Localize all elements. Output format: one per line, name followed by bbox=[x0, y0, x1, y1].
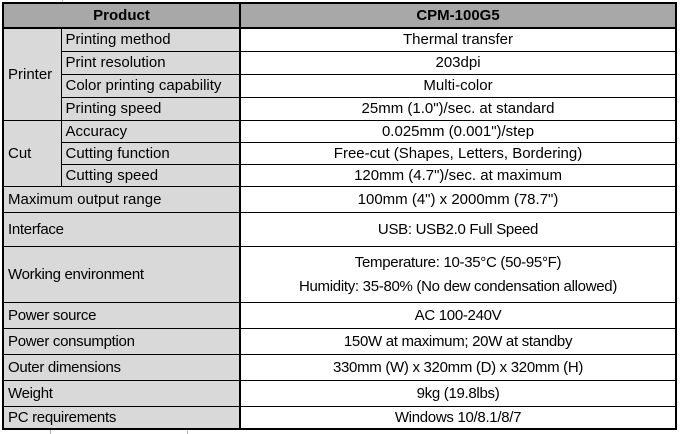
spec-table: Product CPM-100G5 Printer Printing metho… bbox=[2, 2, 677, 430]
row-color-printing-capability: Color printing capability Multi-color bbox=[3, 74, 677, 98]
header-model-cell: CPM-100G5 bbox=[239, 2, 677, 29]
row-value: Windows 10/8.1/8/7 bbox=[239, 406, 677, 430]
gridline-stub-bottom-right bbox=[187, 429, 188, 434]
row-printing-speed: Printing speed 25mm (1.0")/sec. at stand… bbox=[3, 97, 677, 121]
row-value: 0.025mm (0.001")/step bbox=[239, 120, 677, 143]
row-printing-method: Printer Printing method Thermal transfer bbox=[2, 27, 677, 121]
row-maximum-output-range: Maximum output range 100mm (4") x 2000mm… bbox=[2, 186, 677, 213]
group-cell-printer: Printer bbox=[2, 27, 62, 121]
row-label: Print resolution bbox=[60, 51, 241, 75]
row-value: Multi-color bbox=[239, 74, 677, 98]
header-row: Product CPM-100G5 bbox=[2, 2, 677, 29]
row-label: Power source bbox=[2, 302, 241, 329]
row-label: Power consumption bbox=[2, 328, 241, 355]
row-label: Printing method bbox=[60, 27, 241, 52]
row-power-source: Power source AC 100-240V bbox=[2, 302, 677, 329]
row-label: Maximum output range bbox=[2, 186, 241, 213]
row-label: Interface bbox=[2, 212, 241, 247]
row-label: Cutting function bbox=[60, 142, 241, 165]
group-cell-cut: Cut bbox=[2, 120, 62, 187]
row-cutting-function: Cutting function Free-cut (Shapes, Lette… bbox=[3, 142, 677, 165]
gridline-stub-bottom-left bbox=[50, 429, 51, 434]
row-label: Cutting speed bbox=[60, 164, 241, 187]
row-label: Printing speed bbox=[60, 97, 241, 121]
row-interface: Interface USB: USB2.0 Full Speed bbox=[2, 212, 677, 247]
row-value: 9kg (19.8lbs) bbox=[239, 380, 677, 407]
row-value: 120mm (4.7")/sec. at maximum bbox=[239, 164, 677, 187]
row-outer-dimensions: Outer dimensions 330mm (W) x 320mm (D) x… bbox=[2, 354, 677, 381]
row-working-environment: Working environment Temperature: 10-35°C… bbox=[2, 246, 677, 303]
row-label: Weight bbox=[2, 380, 241, 407]
row-accuracy: Cut Accuracy 0.025mm (0.001")/step bbox=[2, 120, 677, 187]
row-value: 330mm (W) x 320mm (D) x 320mm (H) bbox=[239, 354, 677, 381]
row-weight: Weight 9kg (19.8lbs) bbox=[2, 380, 677, 407]
humidity-line: Humidity: 35-80% (No dew condensation al… bbox=[298, 277, 618, 295]
row-pc-requirements: PC requirements Windows 10/8.1/8/7 bbox=[2, 406, 677, 430]
row-value: 203dpi bbox=[239, 51, 677, 75]
temperature-line: Temperature: 10-35°C (50-95°F) bbox=[354, 253, 562, 271]
row-value: 25mm (1.0")/sec. at standard bbox=[239, 97, 677, 121]
row-label: Outer dimensions bbox=[2, 354, 241, 381]
row-value: Thermal transfer bbox=[239, 27, 677, 52]
row-label: PC requirements bbox=[2, 406, 241, 430]
row-label: Accuracy bbox=[60, 120, 241, 143]
row-label: Color printing capability bbox=[60, 74, 241, 98]
row-value: USB: USB2.0 Full Speed bbox=[239, 212, 677, 247]
row-cutting-speed: Cutting speed 120mm (4.7")/sec. at maxim… bbox=[3, 164, 677, 187]
row-value: Free-cut (Shapes, Letters, Bordering) bbox=[239, 142, 677, 165]
header-product-cell: Product bbox=[2, 2, 241, 29]
gridline-stub-top bbox=[62, 0, 63, 3]
row-value: Temperature: 10-35°C (50-95°F) Humidity:… bbox=[239, 246, 677, 303]
row-value: AC 100-240V bbox=[239, 302, 677, 329]
row-value: 150W at maximum; 20W at standby bbox=[239, 328, 677, 355]
row-print-resolution: Print resolution 203dpi bbox=[3, 51, 677, 75]
row-power-consumption: Power consumption 150W at maximum; 20W a… bbox=[2, 328, 677, 355]
row-value: 100mm (4") x 2000mm (78.7") bbox=[239, 186, 677, 213]
row-label: Working environment bbox=[2, 246, 241, 303]
